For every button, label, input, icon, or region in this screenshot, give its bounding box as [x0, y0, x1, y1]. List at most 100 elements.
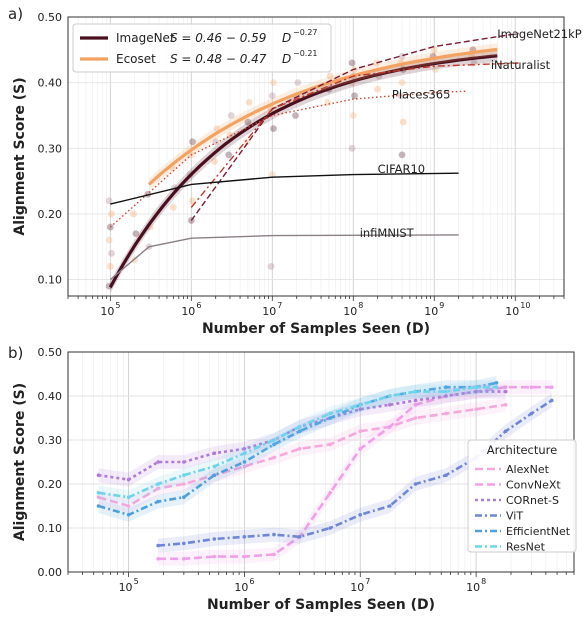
x-tick-exponent: 5 [134, 577, 139, 586]
panel-label-a: a) [8, 5, 23, 23]
series-marker [444, 411, 448, 416]
scatter-point [108, 210, 115, 218]
x-tick-label: 10 8 [343, 301, 363, 318]
series-marker [494, 381, 499, 385]
x-tick-base: 10 [466, 581, 480, 594]
series-marker [503, 429, 508, 434]
y-axis-title: Alignment Score (S) [12, 383, 28, 541]
scatter-point [225, 151, 233, 159]
scatter-point [430, 46, 438, 54]
series-marker [182, 541, 186, 546]
legend-label: ResNet [506, 541, 546, 554]
scatter-point [267, 105, 275, 113]
legend-b: Architecture AlexNet ConvNeXt CORnet-S ViT Ef… [467, 439, 577, 554]
legend-formula-variable: D [282, 31, 291, 45]
series-marker [182, 495, 186, 500]
y-tick-label: 0.50 [38, 11, 63, 24]
series-line-imagenet [108, 54, 498, 289]
scatter-point [268, 171, 276, 178]
series-marker [156, 543, 160, 548]
panel-label-b: b) [8, 344, 23, 362]
series-marker [388, 504, 392, 508]
series-marker [96, 473, 101, 478]
series-marker [126, 495, 131, 500]
series-marker [413, 398, 418, 403]
y-axis-title: Alignment Score (S) [12, 77, 28, 235]
x-tick-exponent: 8 [358, 301, 363, 310]
series-marker [272, 438, 276, 442]
x-tick-base: 10 [181, 305, 195, 318]
series-marker [413, 416, 418, 420]
series-marker [358, 513, 363, 517]
series-marker [413, 482, 418, 486]
scatter-point [348, 144, 356, 152]
scatter-point [399, 118, 407, 126]
x-tick-base: 10 [505, 305, 519, 318]
series-marker [388, 425, 392, 429]
x-tick-label: 10 5 [119, 577, 139, 594]
series-marker [474, 385, 478, 390]
scatter-point [398, 79, 406, 87]
y-tick-label: 0.30 [38, 434, 63, 447]
scatter-point [326, 72, 334, 80]
x-axis-title: Number of Samples Seen (D) [207, 597, 435, 613]
series-marker [212, 464, 217, 469]
scatter-point [132, 230, 140, 238]
annotation-label: iNaturalist [491, 58, 551, 72]
series-marker [297, 447, 302, 451]
series-marker [413, 389, 418, 394]
x-tick-exponent: 7 [365, 577, 370, 586]
series-marker [126, 477, 131, 482]
scatter-point [348, 59, 356, 67]
series-marker [529, 385, 534, 390]
legend-label: EfficientNet [506, 525, 571, 538]
x-tick-exponent: 6 [249, 577, 254, 586]
legend-label: ViT [506, 510, 523, 523]
scatter-point [212, 138, 220, 146]
series-marker [549, 398, 554, 403]
annotation-label: Places365 [392, 87, 451, 101]
annotation-label: ImageNet21kP [497, 27, 581, 41]
y-tick-label: 0.50 [38, 346, 63, 359]
x-axis-title: Number of Samples Seen (D) [202, 321, 430, 337]
scatter-point [374, 85, 382, 93]
scatter-point [130, 210, 137, 218]
scatter-point [226, 131, 234, 139]
series-band [98, 380, 497, 505]
y-tick-label: 0.40 [38, 77, 63, 90]
series-marker [182, 482, 186, 486]
scatter-point [349, 112, 357, 119]
scatter-point [189, 138, 196, 146]
series-marker [156, 482, 160, 486]
series-marker [242, 447, 247, 451]
scatter-point [292, 112, 299, 119]
y-tick-label: 0.10 [38, 274, 63, 287]
series-line-cifar10 [110, 172, 459, 205]
series-marker [494, 385, 499, 390]
series-marker [182, 473, 186, 478]
legend-box [72, 23, 332, 73]
series-marker [272, 532, 276, 537]
scatter-point [108, 249, 115, 257]
series-marker [503, 403, 508, 407]
x-tick-exponent: 10 [520, 301, 530, 310]
legend-formula: S = 0.48 − 0.47 [170, 52, 267, 66]
annotation-label: infiMNIST [360, 226, 415, 240]
series-marker [242, 554, 247, 559]
x-tick-label: 10 7 [262, 301, 282, 318]
series-marker [444, 389, 448, 394]
series-marker [503, 389, 508, 394]
scatter-point [270, 125, 277, 132]
series-marker [242, 460, 247, 464]
series-marker [126, 513, 131, 517]
x-tick-label: 10 8 [466, 577, 486, 594]
series-marker [358, 447, 363, 451]
scatter-point [169, 203, 177, 211]
scatter-point [245, 98, 253, 106]
series-band [98, 384, 506, 487]
series-marker [444, 473, 448, 478]
series-marker [156, 557, 160, 561]
scatter-point [398, 151, 406, 159]
